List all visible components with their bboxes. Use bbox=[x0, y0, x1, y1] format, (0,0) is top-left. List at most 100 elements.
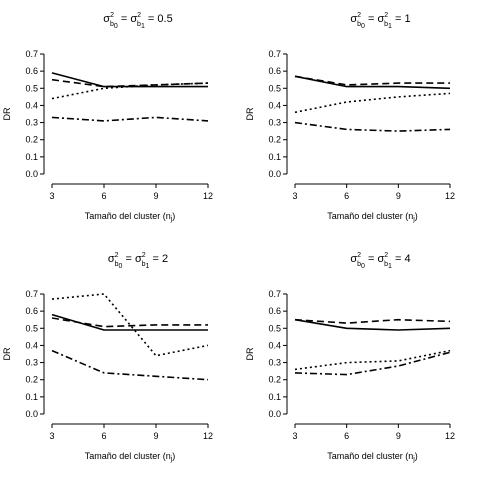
title-sigma: σ bbox=[103, 13, 110, 25]
title-value: 0.5 bbox=[157, 13, 172, 25]
y-tick-label: 0.1 bbox=[268, 152, 281, 162]
y-tick-label: 0.3 bbox=[25, 358, 38, 368]
y-tick-label: 0.0 bbox=[268, 409, 281, 419]
series-line-solid bbox=[294, 75, 451, 90]
x-axis-label: Tamaño del cluster (nj) bbox=[85, 211, 176, 223]
y-tick-label: 0.1 bbox=[25, 152, 38, 162]
title-sub-b: b bbox=[357, 261, 361, 268]
y-axis-label: DR bbox=[2, 347, 12, 360]
title-sub-b: b bbox=[384, 261, 388, 268]
title-eq: = bbox=[149, 253, 162, 265]
x-tick-label: 6 bbox=[101, 431, 106, 441]
title-sup: 2 bbox=[357, 252, 361, 259]
title-eq: = bbox=[392, 253, 405, 265]
x-tick-label: 12 bbox=[445, 431, 455, 441]
x-axis-label-close: ) bbox=[172, 211, 175, 221]
x-tick-label: 12 bbox=[445, 191, 455, 201]
title-sub-b: b bbox=[357, 21, 361, 28]
x-axis-label-main: Tamaño del cluster (n bbox=[327, 211, 413, 221]
y-tick-label: 0.3 bbox=[25, 118, 38, 128]
panel-title: σ2 b0 = σ2 b1 = 1 bbox=[350, 12, 410, 30]
y-tick-label: 0.6 bbox=[25, 306, 38, 316]
y-axis-label: DR bbox=[245, 107, 255, 120]
x-tick-label: 3 bbox=[292, 191, 297, 201]
title-sigma: σ bbox=[108, 253, 115, 265]
x-tick-label: 3 bbox=[49, 191, 54, 201]
panel-title: σ2 b0 = σ2 b1 = 0.5 bbox=[103, 12, 172, 30]
title-sup: 2 bbox=[384, 12, 388, 19]
x-axis-label: Tamaño del cluster (nj) bbox=[85, 451, 176, 463]
panel-title: σ2 b0 = σ2 b1 = 4 bbox=[350, 252, 410, 270]
y-tick-label: 0.3 bbox=[268, 118, 281, 128]
y-tick-label: 0.4 bbox=[25, 100, 38, 110]
y-axis-label: DR bbox=[245, 347, 255, 360]
y-tick-label: 0.1 bbox=[268, 392, 281, 402]
title-sub-1: 1 bbox=[146, 263, 150, 270]
x-tick-label: 12 bbox=[203, 191, 213, 201]
title-sigma: σ bbox=[350, 13, 357, 25]
x-tick-label: 6 bbox=[344, 431, 349, 441]
title-sub-1: 1 bbox=[388, 263, 392, 270]
x-axis-label-subscript: j bbox=[412, 456, 415, 463]
panel-title: σ2 b0 = σ2 b1 = 2 bbox=[108, 252, 168, 270]
y-tick-label: 0.7 bbox=[25, 49, 38, 59]
x-axis-label: Tamaño del cluster (nj) bbox=[327, 451, 418, 463]
title-eq: = bbox=[145, 13, 158, 25]
x-axis-label: Tamaño del cluster (nj) bbox=[327, 211, 418, 223]
title-sigma: σ bbox=[377, 13, 384, 25]
series-line-solid bbox=[51, 72, 208, 88]
title-sub-0: 0 bbox=[361, 23, 365, 30]
y-tick-label: 0.0 bbox=[268, 169, 281, 179]
title-sigma: σ bbox=[135, 253, 142, 265]
series-line-solid bbox=[294, 318, 451, 331]
x-tick-label: 12 bbox=[203, 431, 213, 441]
x-tick-label: 3 bbox=[292, 431, 297, 441]
x-tick-label: 3 bbox=[49, 431, 54, 441]
title-sub-b: b bbox=[142, 261, 146, 268]
title-value: 1 bbox=[405, 13, 411, 25]
y-tick-label: 0.0 bbox=[25, 409, 38, 419]
title-sub-0: 0 bbox=[118, 263, 122, 270]
y-tick-label: 0.5 bbox=[268, 83, 281, 93]
series-line-dashed bbox=[294, 75, 450, 86]
y-tick-label: 0.2 bbox=[268, 375, 281, 385]
title-sub-0: 0 bbox=[114, 23, 118, 30]
x-axis-label-main: Tamaño del cluster (n bbox=[85, 451, 171, 461]
x-tick-label: 6 bbox=[101, 191, 106, 201]
series-line-dashdot bbox=[294, 351, 451, 376]
y-tick-label: 0.4 bbox=[268, 340, 281, 350]
y-tick-label: 0.1 bbox=[25, 392, 38, 402]
x-axis-label-main: Tamaño del cluster (n bbox=[85, 211, 171, 221]
series-line-dashdot bbox=[51, 116, 209, 122]
title-sub-b: b bbox=[110, 21, 114, 28]
y-tick-label: 0.7 bbox=[268, 49, 281, 59]
x-axis-label-close: ) bbox=[172, 451, 175, 461]
series-line-dashdot bbox=[51, 349, 209, 381]
x-tick-label: 9 bbox=[396, 431, 401, 441]
y-axis-label: DR bbox=[2, 107, 12, 120]
x-axis-label-subscript: j bbox=[412, 216, 415, 223]
title-sup: 2 bbox=[384, 252, 388, 259]
title-sigma: σ bbox=[377, 253, 384, 265]
title-eq: = bbox=[392, 13, 405, 25]
series-line-dotted bbox=[294, 349, 451, 371]
title-value: 4 bbox=[405, 253, 411, 265]
title-eq: = bbox=[365, 13, 378, 25]
y-tick-label: 0.2 bbox=[25, 135, 38, 145]
x-tick-label: 9 bbox=[396, 191, 401, 201]
title-sup: 2 bbox=[115, 252, 119, 259]
y-tick-label: 0.4 bbox=[25, 340, 38, 350]
x-axis-label-close: ) bbox=[415, 211, 418, 221]
y-tick-label: 0.2 bbox=[25, 375, 38, 385]
y-tick-label: 0.6 bbox=[268, 306, 281, 316]
x-axis-label-close: ) bbox=[415, 451, 418, 461]
y-tick-label: 0.4 bbox=[268, 100, 281, 110]
title-sub-b: b bbox=[137, 21, 141, 28]
series-line-dotted bbox=[51, 293, 209, 357]
title-sup: 2 bbox=[137, 12, 141, 19]
y-tick-label: 0.7 bbox=[25, 289, 38, 299]
